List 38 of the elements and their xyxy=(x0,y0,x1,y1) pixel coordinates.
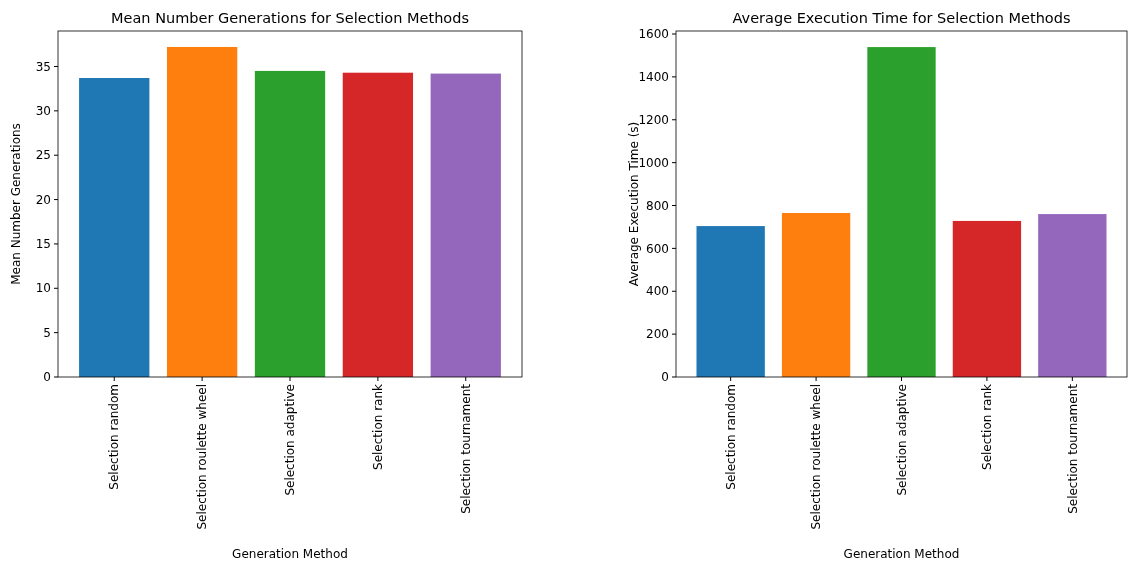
x-tick-label: Selection tournament xyxy=(458,383,473,514)
y-tick-label: 1600 xyxy=(638,27,669,42)
x-tick-label: Selection adaptive xyxy=(894,384,909,496)
y-tick-label: 1200 xyxy=(638,112,669,127)
bar xyxy=(781,213,851,377)
x-tick-label: Selection rank xyxy=(371,383,386,470)
y-tick-label: 0 xyxy=(43,370,51,385)
y-axis-title: Mean Number Generations xyxy=(9,123,23,285)
y-tick-label: 800 xyxy=(646,198,669,213)
bar xyxy=(1038,214,1107,377)
x-tick-label: Selection rank xyxy=(980,383,995,470)
y-tick-label: 20 xyxy=(35,192,51,207)
y-tick-label: 400 xyxy=(646,284,669,299)
bar xyxy=(696,226,765,377)
x-axis-title: Generation Method xyxy=(232,547,348,561)
chart-title: Average Execution Time for Selection Methods xyxy=(732,10,1071,26)
bar xyxy=(952,220,1022,377)
y-tick-label: 0 xyxy=(661,370,669,385)
chart-title: Mean Number Generations for Selection Methods xyxy=(111,10,469,26)
y-tick-label: 15 xyxy=(35,237,51,252)
y-tick-label: 30 xyxy=(35,104,51,119)
x-tick-label: Selection tournament xyxy=(1065,383,1080,514)
y-tick-label: 25 xyxy=(35,148,51,163)
y-tick-label: 200 xyxy=(646,327,669,342)
y-tick-label: 10 xyxy=(35,281,51,296)
x-tick-label: Selection random xyxy=(723,384,738,490)
y-tick-label: 600 xyxy=(646,241,669,256)
x-tick-label: Selection random xyxy=(107,384,122,490)
x-tick-label: Selection roulette wheel xyxy=(809,384,824,530)
y-tick-label: 5 xyxy=(43,325,51,340)
x-tick-label: Selection roulette wheel xyxy=(195,384,210,530)
bar xyxy=(867,47,936,377)
y-tick-label: 35 xyxy=(35,59,51,74)
x-axis-title: Generation Method xyxy=(843,547,960,561)
y-tick-label: 1000 xyxy=(638,155,669,170)
x-tick-label: Selection adaptive xyxy=(283,384,298,496)
y-axis-title: Average Execution Time (s) xyxy=(627,121,641,287)
y-tick-label: 1400 xyxy=(638,70,669,85)
